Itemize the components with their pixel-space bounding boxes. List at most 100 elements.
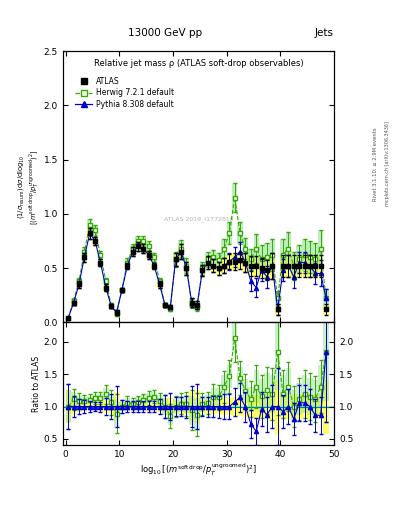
Bar [259,395,264,418]
Bar [237,252,243,269]
Bar [211,250,216,265]
Bar [312,380,318,418]
Bar [76,281,82,288]
Bar [205,256,211,269]
Bar [237,223,243,244]
Bar [280,394,286,419]
Bar [103,278,108,284]
Text: mcplots.cern.ch [arXiv:1306.3436]: mcplots.cern.ch [arXiv:1306.3436] [385,121,389,206]
Bar [318,394,323,419]
Bar [253,256,259,275]
Bar [243,253,248,272]
Bar [178,396,184,412]
Bar [141,244,146,253]
Bar [221,398,227,415]
Bar [92,403,98,410]
Bar [270,392,275,421]
Bar [114,392,119,421]
Bar [227,398,232,415]
Bar [211,260,216,272]
Bar [178,244,184,260]
Bar [312,255,318,276]
Bar [76,278,82,284]
Bar [146,402,151,411]
Bar [82,247,87,256]
Bar [296,255,302,276]
Bar [114,311,119,316]
Bar [286,255,291,276]
Bar [189,300,195,308]
Bar [146,393,151,403]
Bar [103,284,108,291]
Bar [291,390,296,423]
Bar [82,397,87,406]
Bar [108,303,114,307]
Bar [307,241,312,273]
Bar [71,392,76,407]
Bar [151,263,157,269]
Bar [125,263,130,269]
Bar [280,255,286,276]
Bar [195,390,200,423]
Bar [291,252,296,280]
Bar [103,388,108,400]
Bar [189,298,195,307]
Bar [200,262,205,274]
Bar [323,304,329,315]
Bar [227,254,232,269]
Bar [87,402,92,411]
Bar [82,253,87,262]
Legend: ATLAS, Herwig 7.2.1 default, Pythia 8.308 default: ATLAS, Herwig 7.2.1 default, Pythia 8.30… [72,74,177,112]
Bar [146,251,151,260]
Bar [119,402,125,411]
Bar [82,402,87,411]
Bar [119,402,125,411]
Bar [135,242,141,251]
Bar [248,387,253,412]
Bar [135,403,141,410]
Bar [232,397,237,416]
Bar [162,303,167,307]
Bar [237,367,243,390]
Bar [66,390,71,423]
Bar [167,407,173,425]
Bar [200,400,205,413]
Bar [323,379,329,434]
Bar [108,304,114,308]
Bar [248,248,253,270]
Bar [307,394,312,419]
Bar [130,244,135,253]
Bar [98,394,103,403]
Bar [307,255,312,276]
Bar [141,403,146,410]
Bar [221,239,227,258]
Bar [253,234,259,263]
Bar [184,258,189,273]
Bar [151,392,157,401]
Bar [130,247,135,256]
Bar [178,399,184,414]
Bar [227,365,232,388]
Text: 13000 GeV pp: 13000 GeV pp [128,28,202,38]
Bar [259,258,264,278]
Bar [130,402,135,411]
Bar [275,304,280,315]
Text: ATLAS 2019_I1772819: ATLAS 2019_I1772819 [163,217,233,222]
Bar [135,236,141,246]
Bar [87,219,92,230]
Bar [141,395,146,404]
Bar [248,256,253,275]
Bar [221,258,227,273]
Bar [157,278,162,284]
Bar [151,403,157,410]
Bar [189,392,195,421]
Bar [280,239,286,271]
Bar [178,240,184,257]
Bar [259,245,264,273]
Bar [237,397,243,416]
Bar [307,378,312,415]
X-axis label: $\log_{10}[(m^\mathrm{soft\,drop}/p_T^\mathrm{ungroomed})^2]$: $\log_{10}[(m^\mathrm{soft\,drop}/p_T^\m… [140,462,257,478]
Bar [232,323,237,353]
Bar [302,255,307,276]
Bar [108,394,114,411]
